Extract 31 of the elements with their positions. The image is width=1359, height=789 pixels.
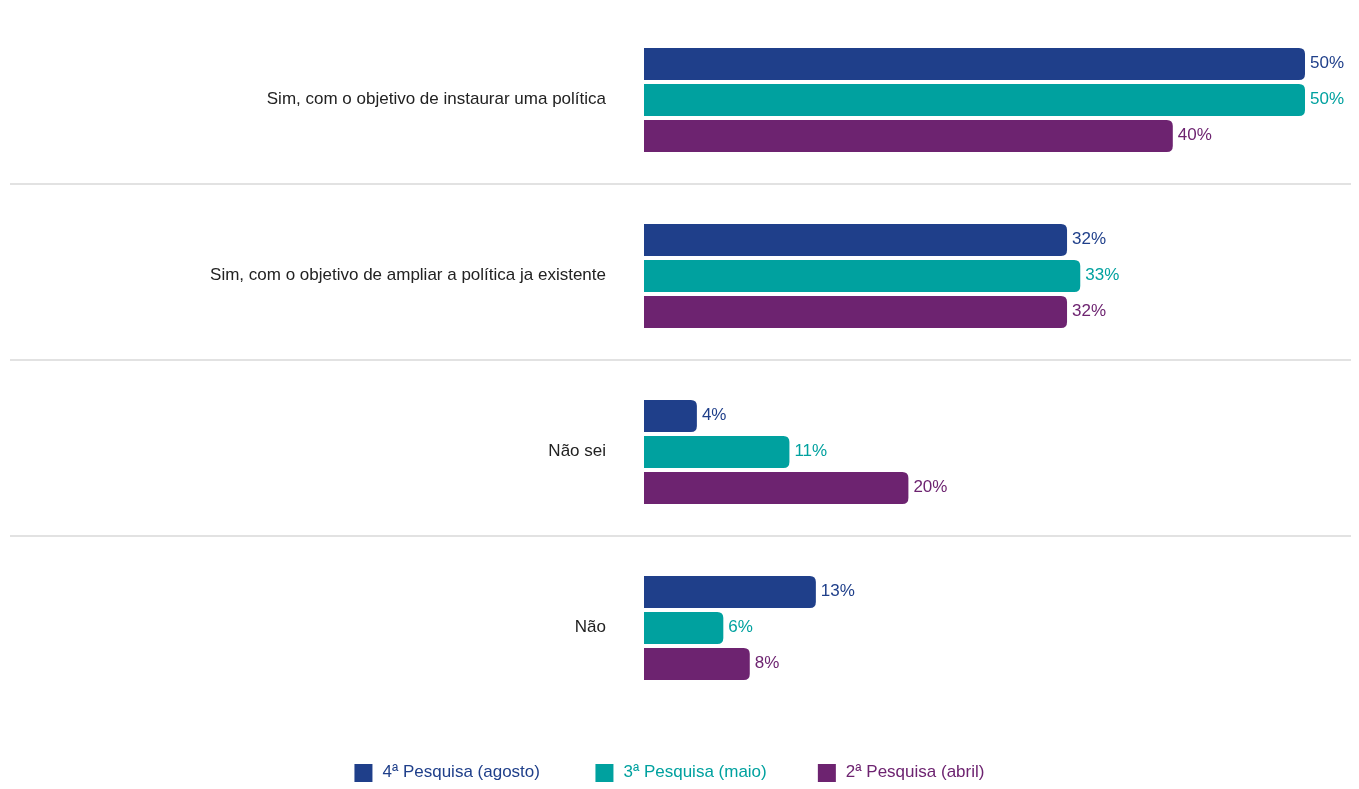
data-label: 32% — [1072, 301, 1107, 321]
data-label: 33% — [1085, 265, 1120, 285]
data-label: 20% — [913, 477, 948, 497]
bar — [644, 436, 790, 468]
data-label: 4% — [701, 405, 727, 425]
data-label: 32% — [1072, 229, 1107, 249]
bar — [644, 648, 750, 680]
data-label: 40% — [1177, 125, 1212, 145]
data-label: 50% — [1310, 89, 1345, 109]
y-tick-label: Sim, com o objetivo de ampliar a política ja existente — [210, 265, 606, 285]
bar — [644, 400, 697, 432]
legend-label: 3ª Pesquisa (maio) — [623, 762, 767, 782]
data-label: 11% — [794, 441, 828, 461]
data-label: 13% — [820, 581, 855, 601]
y-tick-label: Não — [574, 617, 606, 637]
bar — [644, 260, 1081, 292]
bar — [644, 472, 909, 504]
bar — [644, 612, 724, 644]
bar — [644, 84, 1305, 116]
data-label: 50% — [1310, 53, 1345, 73]
y-tick-label: Não sei — [548, 441, 606, 461]
bar — [644, 48, 1305, 80]
legend-label: 2ª Pesquisa (abril) — [845, 762, 985, 782]
data-label: 8% — [754, 653, 780, 673]
bar — [644, 224, 1068, 256]
bar — [644, 296, 1068, 328]
bar — [644, 576, 816, 608]
legend-label: 4ª Pesquisa (agosto) — [382, 762, 540, 782]
y-tick-label: Sim, com o objetivo de instaurar uma política — [266, 89, 607, 109]
bar — [644, 120, 1173, 152]
data-label: 6% — [728, 617, 753, 637]
